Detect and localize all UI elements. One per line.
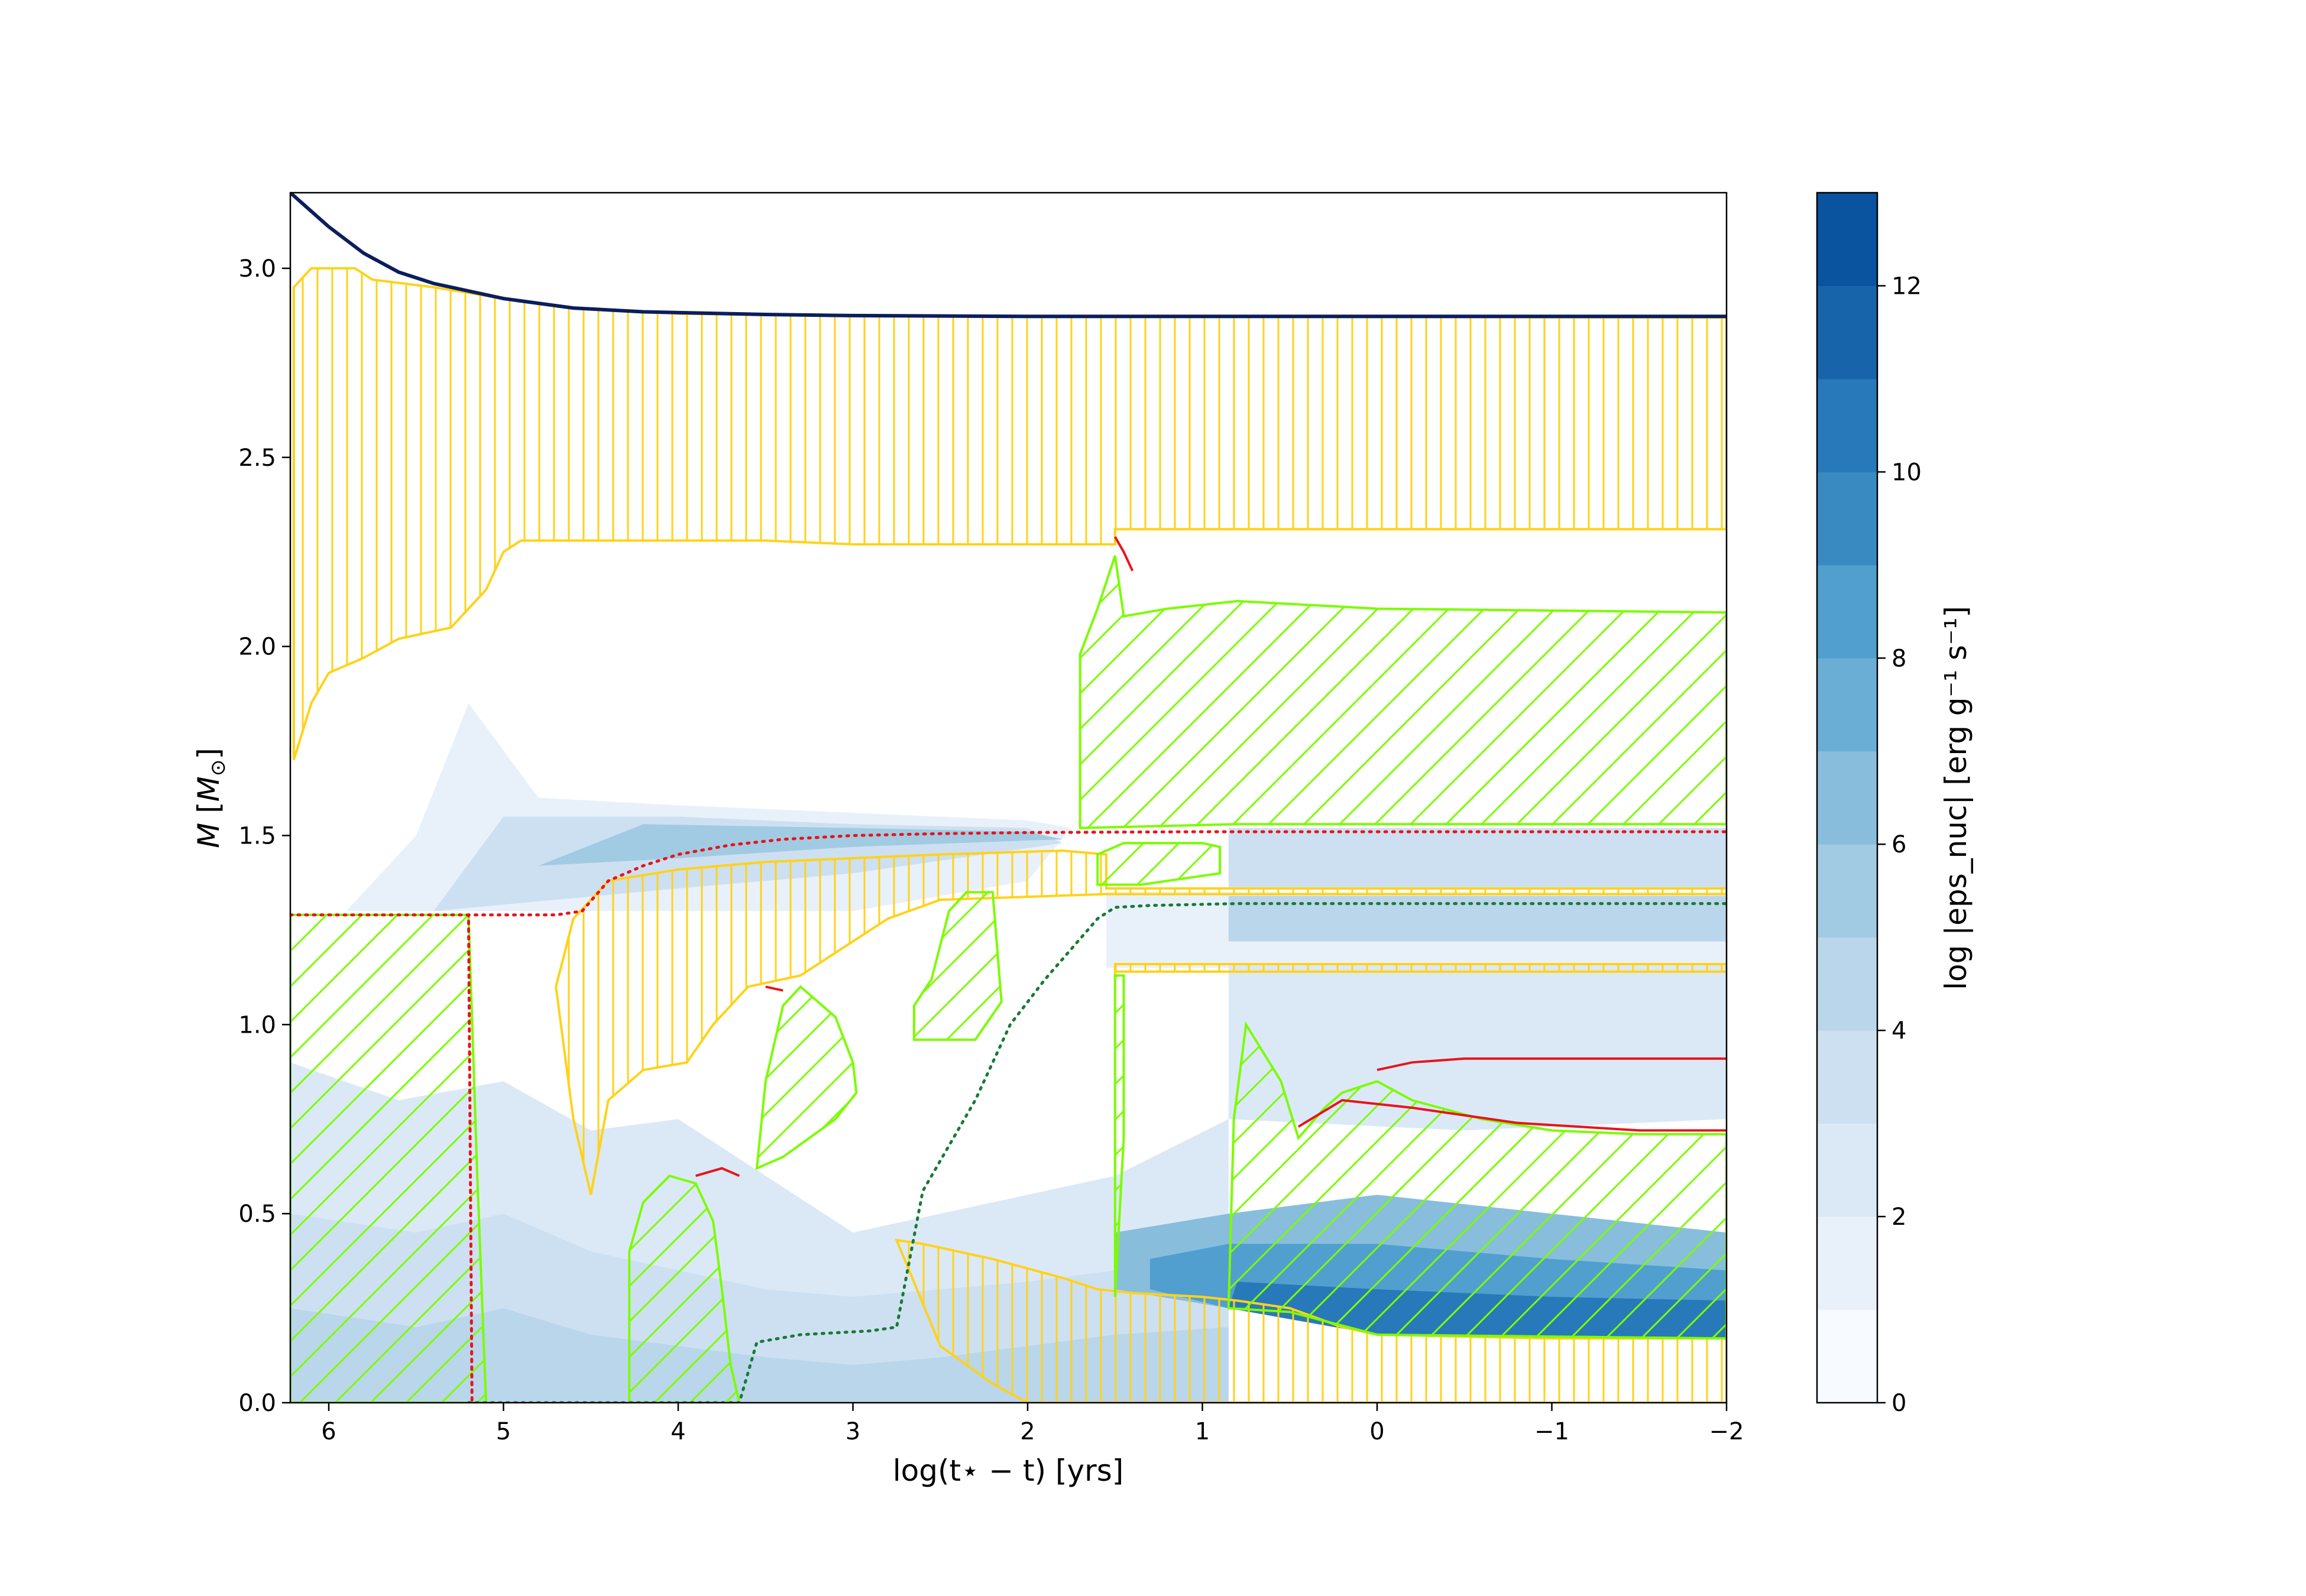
colorbar-band bbox=[1817, 565, 1877, 658]
burning-boundary-3 bbox=[695, 1167, 740, 1177]
colorbar-band bbox=[1817, 937, 1877, 1031]
colorbar-band bbox=[1817, 472, 1877, 566]
colorbar-band bbox=[1817, 844, 1877, 938]
plot-frame bbox=[289, 192, 1728, 1404]
colorbar-tick-label: 8 bbox=[1892, 645, 1906, 672]
x-tick-label: −2 bbox=[1709, 1418, 1744, 1445]
colorbar-band bbox=[1817, 1030, 1877, 1124]
y-tick-label: 1.0 bbox=[238, 1011, 276, 1039]
colorbar-band bbox=[1817, 1123, 1877, 1217]
burning-boundary-0 bbox=[1377, 1057, 1727, 1072]
x-tick-label: 2 bbox=[1020, 1418, 1035, 1445]
colorbar-band bbox=[1817, 1217, 1877, 1310]
overshoot-region-6 bbox=[755, 985, 858, 1170]
colorbar-band bbox=[1817, 193, 1877, 286]
overshoot-region-4 bbox=[290, 913, 488, 1403]
colorbar-axis: 0 2 4 6 8 10 12 bbox=[1877, 273, 1922, 1417]
colorbar-frame bbox=[1816, 192, 1879, 1404]
colorbar-tick-label: 10 bbox=[1892, 459, 1922, 486]
y-tick-label: 1.5 bbox=[238, 822, 276, 849]
y-tick-label: 2.0 bbox=[238, 634, 276, 661]
overshoot-region-5 bbox=[628, 1174, 741, 1403]
colorbar-tick-label: 4 bbox=[1892, 1017, 1906, 1044]
overshoot-region-10 bbox=[1096, 842, 1222, 886]
convective-region-2 bbox=[895, 1238, 1727, 1403]
colorbar-label: log |eps_nuc| [erg g⁻¹ s⁻¹] bbox=[1939, 606, 1973, 990]
y-tick-label: 2.5 bbox=[238, 445, 276, 472]
series-line-2 bbox=[467, 902, 1727, 1403]
burning-boundary-2 bbox=[1114, 536, 1134, 572]
colorbar-tick-label: 6 bbox=[1892, 831, 1906, 858]
x-tick-label: 5 bbox=[496, 1418, 511, 1445]
colorbar-tick-label: 2 bbox=[1892, 1204, 1906, 1231]
colorbar-tick-label: 12 bbox=[1892, 273, 1922, 300]
x-axis: 6 5 4 3 2 1 0 −1 −2 bbox=[321, 1403, 1744, 1445]
colorbar-band bbox=[1817, 286, 1877, 379]
series-line-0 bbox=[290, 193, 1727, 319]
heat-contour-8 bbox=[1228, 964, 1727, 1131]
y-tick-label: 3.0 bbox=[238, 255, 276, 283]
colorbar-band bbox=[1817, 751, 1877, 845]
colorbar-band bbox=[1817, 378, 1877, 472]
x-tick-label: 6 bbox=[321, 1418, 336, 1445]
colorbar-tick-label: 0 bbox=[1892, 1390, 1906, 1417]
overshoot-region-9 bbox=[1227, 1021, 1727, 1340]
colorbar-band bbox=[1817, 658, 1877, 752]
y-tick-label: 0.0 bbox=[238, 1390, 276, 1417]
heat-contour-7 bbox=[1228, 896, 1727, 942]
convective-region-3 bbox=[1113, 963, 1727, 976]
boundary-lines bbox=[290, 193, 1727, 1403]
burning-boundary-1 bbox=[1297, 1099, 1727, 1132]
overshoot-region-7 bbox=[912, 891, 1003, 1041]
overshoot-region-11 bbox=[1113, 974, 1125, 1297]
mixing-regions bbox=[290, 267, 1727, 1403]
overshoot-region-8 bbox=[1078, 555, 1727, 829]
x-tick-label: 3 bbox=[846, 1418, 860, 1445]
x-tick-label: 1 bbox=[1195, 1418, 1210, 1445]
x-tick-label: −1 bbox=[1534, 1418, 1569, 1445]
convective-region-0 bbox=[292, 267, 1727, 761]
x-tick-label: 0 bbox=[1369, 1418, 1384, 1445]
y-axis: 0.0 0.5 1.0 1.5 2.0 2.5 3.0 bbox=[238, 255, 290, 1417]
heat-contour-12 bbox=[1228, 828, 1727, 888]
y-tick-label: 0.5 bbox=[238, 1201, 276, 1228]
colorbar-band bbox=[1817, 1309, 1877, 1403]
x-axis-label: log(t⋆ − t) [yrs] bbox=[893, 1454, 1124, 1488]
x-tick-label: 4 bbox=[671, 1418, 685, 1445]
colorbar bbox=[1816, 192, 1879, 1404]
y-axis-label: M [M⊙] bbox=[192, 748, 230, 848]
series-line-1 bbox=[290, 830, 1727, 1403]
burning-boundary-4 bbox=[765, 985, 783, 992]
